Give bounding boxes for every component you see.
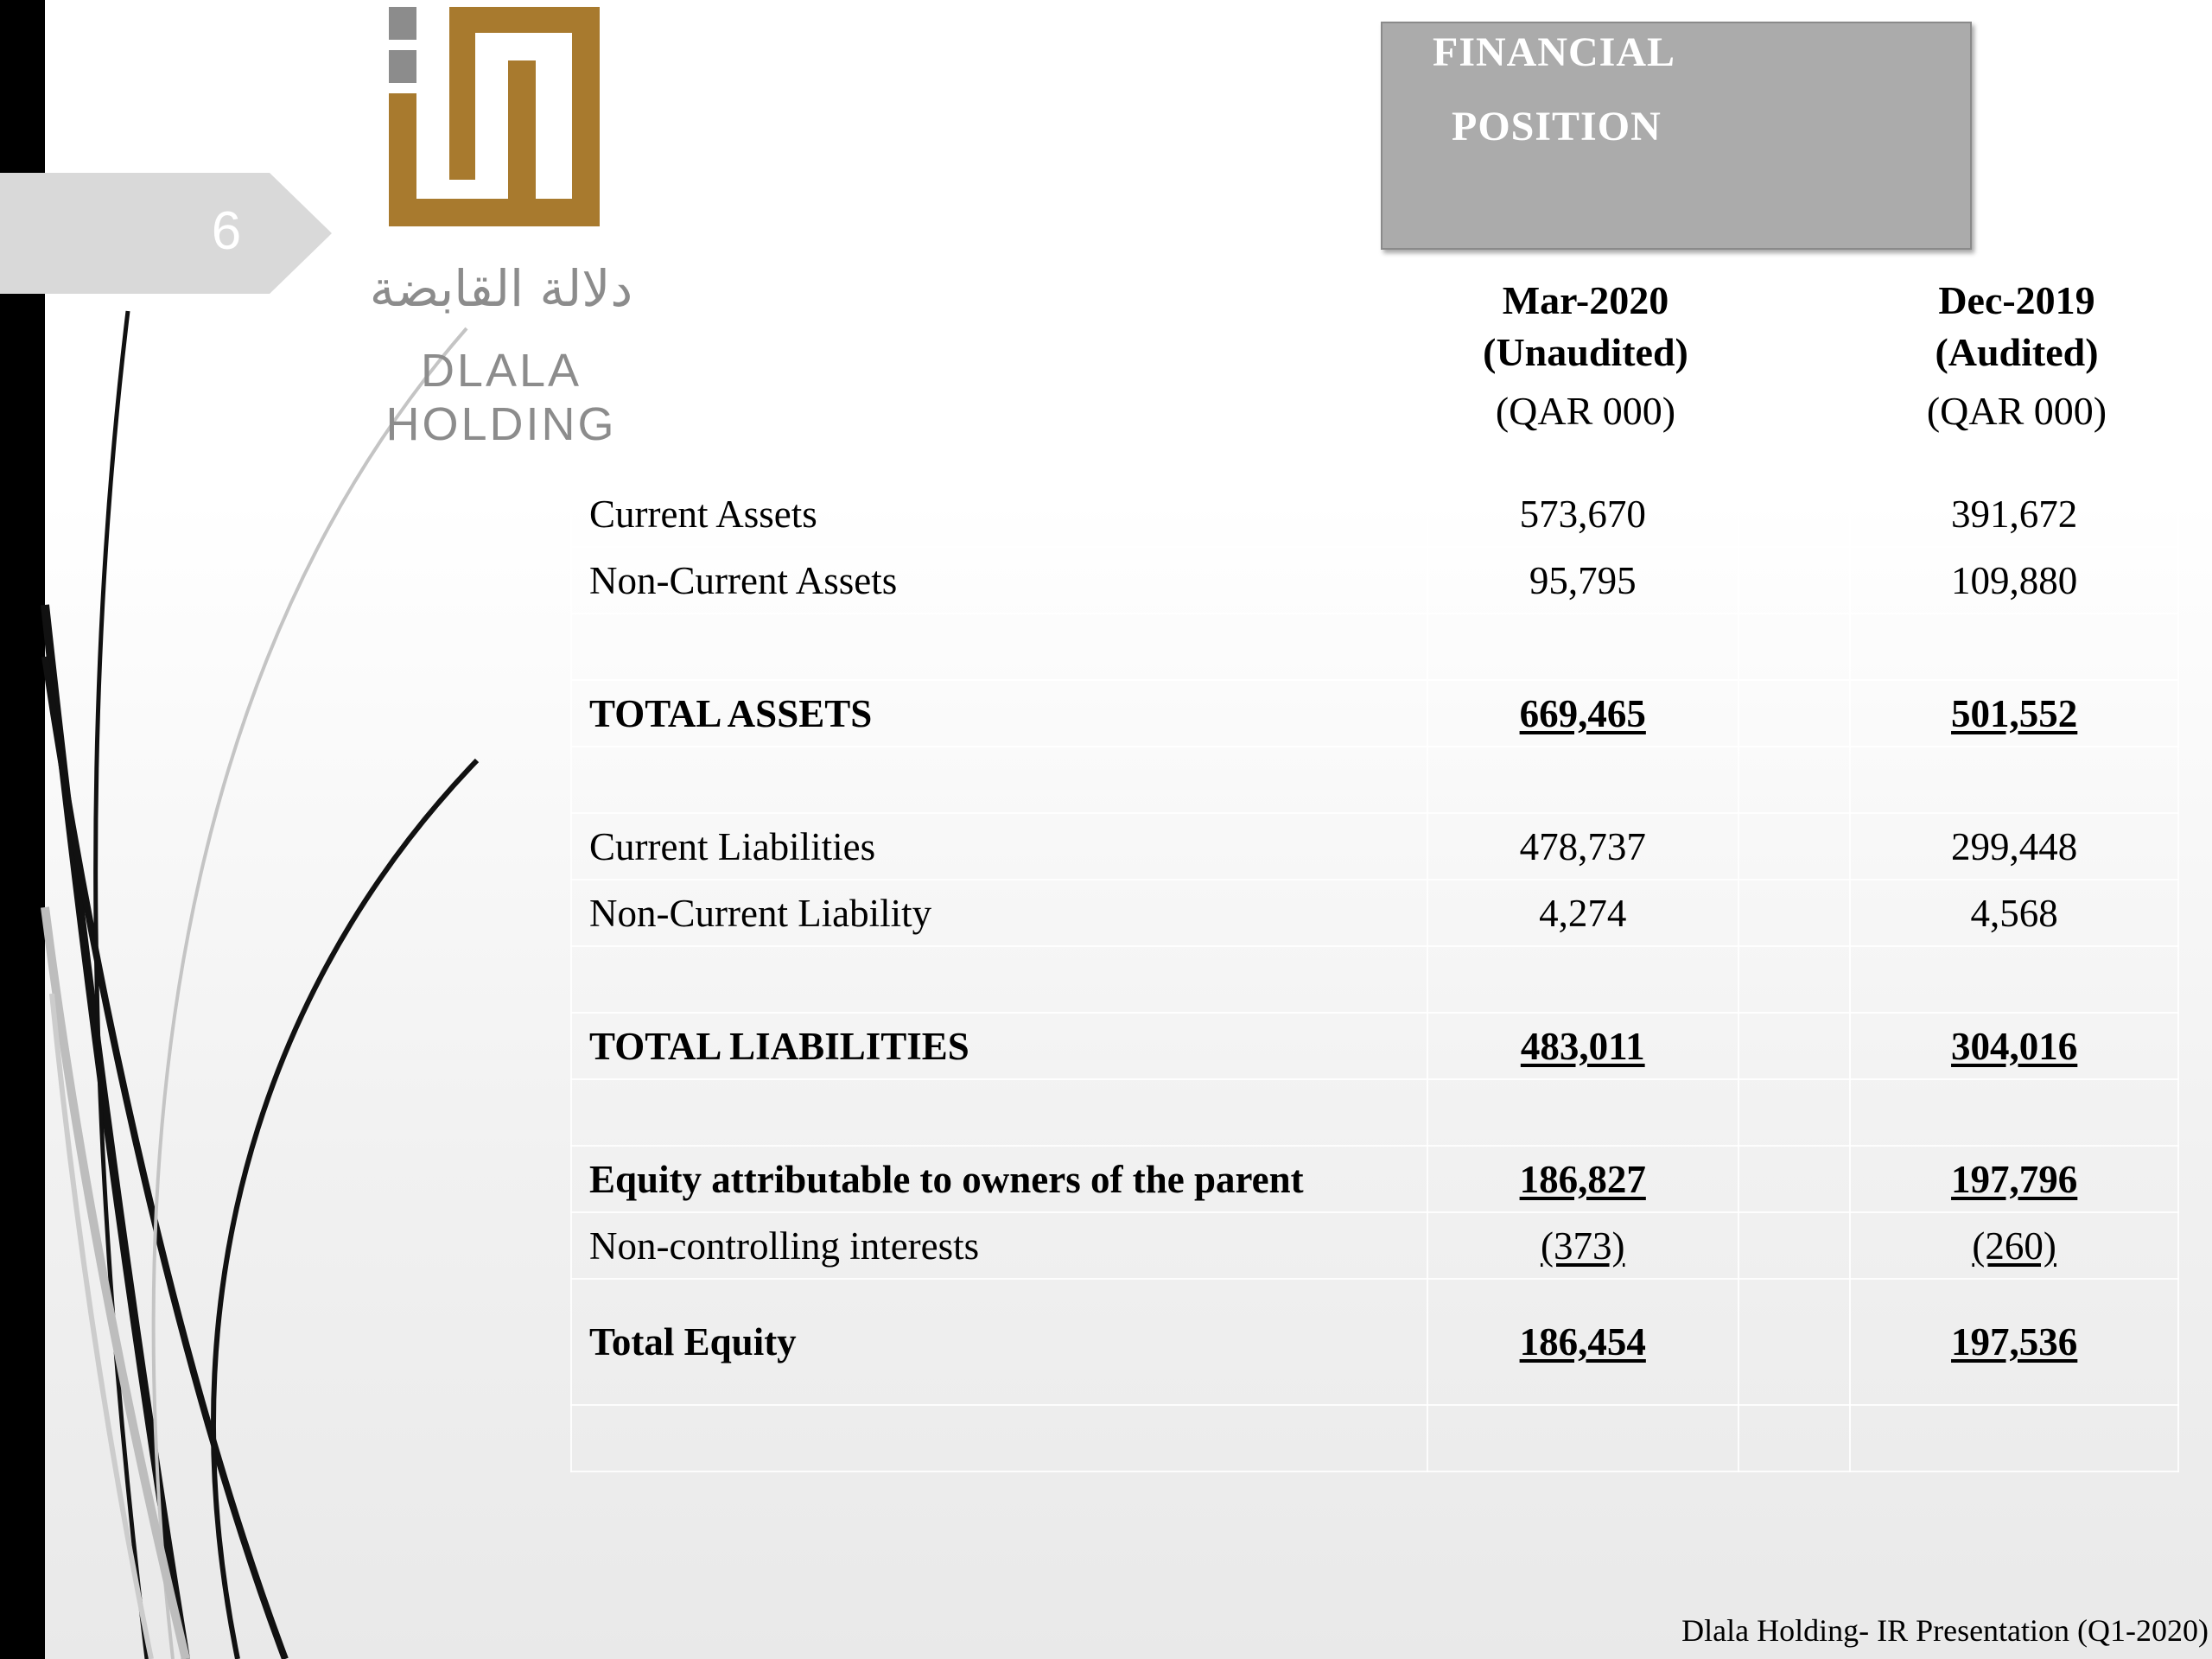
value-dec-2019: 391,672 (1849, 480, 2179, 548)
row-label: Non-Current Liability (570, 879, 1428, 947)
row-label: TOTAL LIABILITIES (570, 1012, 1428, 1080)
page-number-tab (0, 173, 332, 294)
value-dec-2019: 4,568 (1849, 879, 2179, 947)
value-dec-2019: 197,796 (1951, 1157, 2078, 1201)
slide-footer: Dlala Holding- IR Presentation (Q1-2020) (1681, 1613, 2209, 1648)
column-header-mar-2020: Mar-2020 (Unaudited) (QAR 000) (1404, 275, 1767, 437)
logo-latin-name: DLALA HOLDING (385, 345, 617, 450)
column-period: Mar-2020 (1502, 278, 1669, 322)
value-mar-2020: 186,827 (1519, 1157, 1646, 1201)
row-label: Equity attributable to owners of the par… (570, 1145, 1428, 1213)
column-unit: (QAR 000) (1495, 389, 1676, 433)
table-row: Current Assets 573,670 391,672 (570, 480, 2179, 548)
table-row-total: TOTAL ASSETS 669,465 501,552 (570, 679, 2179, 747)
row-label: TOTAL ASSETS (570, 679, 1428, 747)
title-box: FINANCIAL POSITION (1381, 22, 1972, 250)
column-period: Dec-2019 (1938, 278, 2095, 322)
column-header-dec-2019: Dec-2019 (Audited) (QAR 000) (1835, 275, 2198, 437)
dlala-logo-icon (389, 7, 600, 226)
value-mar-2020: 95,795 (1426, 546, 1739, 614)
value-mar-2020: 669,465 (1519, 691, 1646, 735)
table-row-total: Total Equity 186,454 197,536 (570, 1278, 2179, 1406)
table-row: Equity attributable to owners of the par… (570, 1145, 2179, 1213)
value-dec-2019: (260) (1972, 1224, 2056, 1268)
spacer-row (570, 613, 2179, 681)
spacer-row (570, 1404, 2179, 1472)
financial-position-table: Current Assets 573,670 391,672 Non-Curre… (570, 480, 2179, 1472)
value-dec-2019: 299,448 (1849, 812, 2179, 880)
value-mar-2020: 573,670 (1426, 480, 1739, 548)
spacer-row (570, 746, 2179, 814)
column-status: (Audited) (1935, 330, 2099, 374)
page-number: 6 (211, 201, 242, 261)
value-mar-2020: 478,737 (1426, 812, 1739, 880)
spacer-row (570, 945, 2179, 1014)
column-status: (Unaudited) (1483, 330, 1688, 374)
table-row: Non-controlling interests (373) (260) (570, 1211, 2179, 1280)
value-mar-2020: 186,454 (1519, 1320, 1646, 1363)
table-row: Current Liabilities 478,737 299,448 (570, 812, 2179, 880)
value-dec-2019: 109,880 (1849, 546, 2179, 614)
value-dec-2019: 197,536 (1951, 1320, 2078, 1363)
logo-arabic-name: دلالة القابضة (369, 259, 633, 318)
row-label: Total Equity (570, 1278, 1428, 1406)
value-mar-2020: (373) (1540, 1224, 1625, 1268)
decorative-swoosh-lines (41, 310, 480, 1659)
table-row-total: TOTAL LIABILITIES 483,011 304,016 (570, 1012, 2179, 1080)
title-line-2: POSITION (1452, 104, 1662, 149)
value-dec-2019: 304,016 (1951, 1024, 2078, 1068)
value-mar-2020: 4,274 (1426, 879, 1739, 947)
column-unit: (QAR 000) (1926, 389, 2107, 433)
title-line-1: FINANCIAL (1433, 29, 1676, 75)
row-label: Non-Current Assets (570, 546, 1428, 614)
row-label: Current Assets (570, 480, 1428, 548)
row-label: Non-controlling interests (570, 1211, 1428, 1280)
row-label: Current Liabilities (570, 812, 1428, 880)
value-dec-2019: 501,552 (1951, 691, 2078, 735)
table-row: Non-Current Assets 95,795 109,880 (570, 546, 2179, 614)
spacer-row (570, 1078, 2179, 1147)
table-row: Non-Current Liability 4,274 4,568 (570, 879, 2179, 947)
value-mar-2020: 483,011 (1520, 1024, 1645, 1068)
